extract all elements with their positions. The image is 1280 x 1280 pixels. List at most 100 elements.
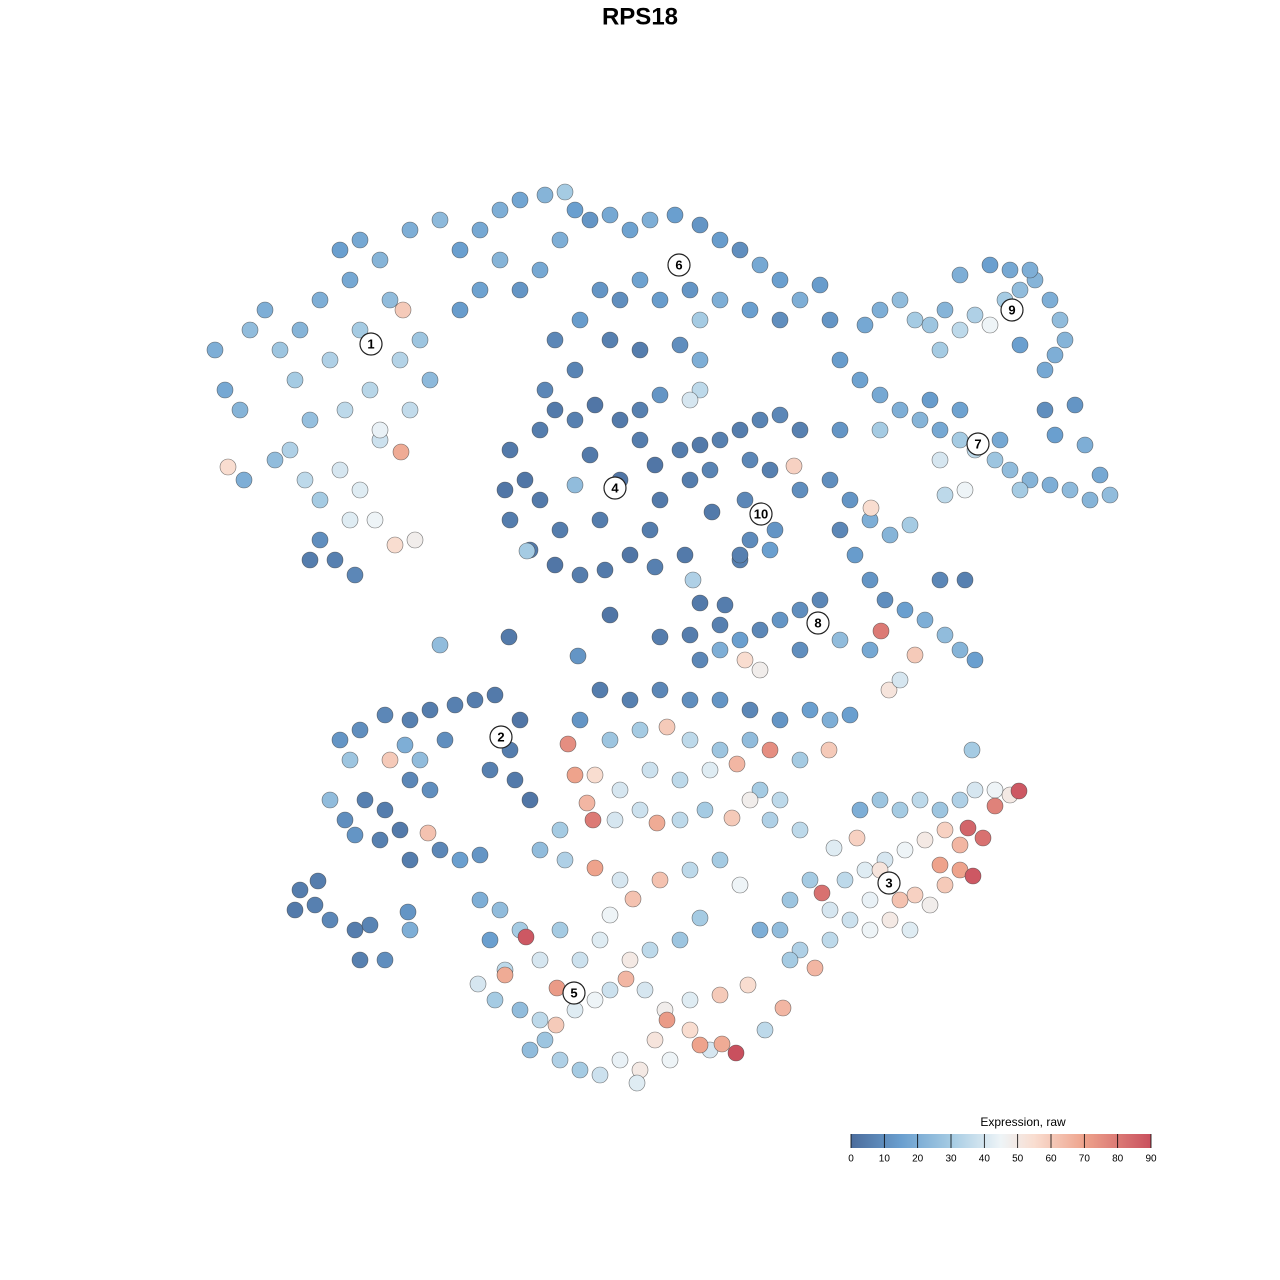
cell-point bbox=[681, 471, 699, 489]
cell-point bbox=[951, 836, 969, 854]
cell-point bbox=[296, 471, 314, 489]
cell-point bbox=[311, 531, 329, 549]
cell-point bbox=[681, 691, 699, 709]
cell-point bbox=[321, 911, 339, 929]
cell-point bbox=[727, 1044, 745, 1062]
cell-point bbox=[356, 791, 374, 809]
cell-point bbox=[641, 941, 659, 959]
cell-point bbox=[235, 471, 253, 489]
cell-point bbox=[936, 486, 954, 504]
cell-point bbox=[1091, 466, 1109, 484]
cell-point bbox=[741, 791, 759, 809]
cell-point bbox=[606, 811, 624, 829]
cell-point bbox=[871, 386, 889, 404]
cell-point bbox=[376, 706, 394, 724]
cell-point bbox=[536, 381, 554, 399]
cell-point bbox=[911, 791, 929, 809]
cell-point bbox=[711, 741, 729, 759]
cell-point bbox=[596, 561, 614, 579]
cell-point bbox=[756, 1021, 774, 1039]
cell-point bbox=[781, 891, 799, 909]
cell-point bbox=[566, 201, 584, 219]
cell-point bbox=[651, 871, 669, 889]
cell-point bbox=[451, 241, 469, 259]
cell-point bbox=[872, 622, 890, 640]
cell-point bbox=[559, 735, 577, 753]
cell-point bbox=[311, 491, 329, 509]
cell-point bbox=[601, 981, 619, 999]
cell-point bbox=[611, 291, 629, 309]
cell-point bbox=[351, 231, 369, 249]
cell-point bbox=[591, 281, 609, 299]
cell-point bbox=[631, 431, 649, 449]
cell-point bbox=[741, 531, 759, 549]
cell-point bbox=[771, 921, 789, 939]
cell-point bbox=[451, 301, 469, 319]
cell-point bbox=[791, 641, 809, 659]
cell-point bbox=[728, 755, 746, 773]
cell-point bbox=[601, 606, 619, 624]
cell-point bbox=[291, 321, 309, 339]
cell-point bbox=[631, 341, 649, 359]
cell-point bbox=[421, 781, 439, 799]
cell-point bbox=[571, 951, 589, 969]
cell-point bbox=[931, 341, 949, 359]
cell-point bbox=[651, 291, 669, 309]
cell-point bbox=[681, 391, 699, 409]
cell-point bbox=[831, 351, 849, 369]
cell-point bbox=[711, 616, 729, 634]
cell-point bbox=[321, 351, 339, 369]
cell-point bbox=[536, 1031, 554, 1049]
cell-point bbox=[771, 711, 789, 729]
cell-point bbox=[701, 461, 719, 479]
cell-point bbox=[486, 686, 504, 704]
cell-point bbox=[506, 771, 524, 789]
cell-point bbox=[848, 829, 866, 847]
cell-point bbox=[581, 446, 599, 464]
cell-point bbox=[401, 401, 419, 419]
cell-point bbox=[469, 975, 487, 993]
cell-point bbox=[991, 431, 1009, 449]
cell-point bbox=[376, 951, 394, 969]
cell-point bbox=[963, 741, 981, 759]
colorbar-tick-label: 50 bbox=[1012, 1154, 1024, 1165]
cell-point bbox=[761, 741, 779, 759]
cell-point bbox=[736, 491, 754, 509]
cell-point bbox=[711, 691, 729, 709]
cell-point bbox=[936, 876, 954, 894]
cluster-label-badge bbox=[966, 432, 990, 456]
cell-point bbox=[1081, 491, 1099, 509]
cell-point bbox=[836, 871, 854, 889]
cell-point bbox=[601, 206, 619, 224]
cell-point bbox=[586, 991, 604, 1009]
cell-point bbox=[591, 931, 609, 949]
cell-point bbox=[371, 421, 389, 439]
cell-point bbox=[566, 476, 584, 494]
cell-point bbox=[681, 861, 699, 879]
cell-point bbox=[621, 691, 639, 709]
cell-point bbox=[701, 761, 719, 779]
cell-point bbox=[891, 671, 909, 689]
cell-point bbox=[371, 831, 389, 849]
cell-point bbox=[951, 266, 969, 284]
cell-point bbox=[931, 801, 949, 819]
cell-point bbox=[547, 1016, 565, 1034]
cell-point bbox=[517, 928, 535, 946]
cluster-label: 8 bbox=[814, 615, 821, 630]
cell-point bbox=[471, 846, 489, 864]
cell-point bbox=[1011, 481, 1029, 499]
cluster-label-badge bbox=[806, 611, 830, 635]
cell-point bbox=[681, 1021, 699, 1039]
cell-point bbox=[311, 291, 329, 309]
cell-point bbox=[1046, 346, 1064, 364]
cell-point bbox=[931, 451, 949, 469]
cell-point bbox=[601, 731, 619, 749]
cell-point bbox=[399, 903, 417, 921]
cell-point bbox=[771, 611, 789, 629]
cell-point bbox=[391, 351, 409, 369]
cell-point bbox=[856, 316, 874, 334]
cell-point bbox=[216, 381, 234, 399]
cell-point bbox=[361, 381, 379, 399]
cell-point bbox=[431, 636, 449, 654]
cell-point bbox=[936, 301, 954, 319]
